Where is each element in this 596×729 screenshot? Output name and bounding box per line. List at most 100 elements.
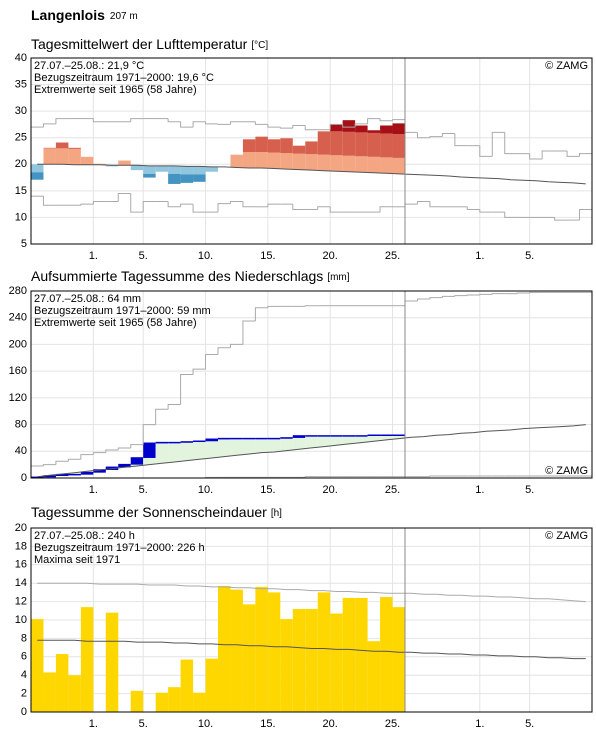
extreme-step [429,136,443,138]
unit: [mm] [327,272,349,283]
extreme-step [579,208,592,221]
annotation: Bezugszeitraum 1971–2000: 19,6 °C [34,72,214,84]
anomaly-bar [330,155,343,172]
x-tick-label: 5. [525,250,534,262]
title-text: Tagesmittelwert der Lufttemperatur [31,36,248,52]
extreme-step [479,209,493,213]
bar [168,687,181,712]
daily-increment [292,435,306,438]
y-tick-label: 5 [21,238,27,250]
daily-increment [118,464,131,468]
bar [292,608,306,712]
extreme-step [541,150,555,159]
anomaly-bar [31,172,44,180]
bar [230,589,243,712]
extreme-step [304,305,318,307]
bar [55,654,69,712]
anomaly-bar [280,138,293,154]
anomaly-bar [367,130,381,133]
anomaly-bar [267,152,281,169]
anomaly-bar [93,163,106,165]
y-tick-label: 280 [9,285,27,297]
annotation: Maxima seit 1971 [34,554,120,566]
extreme-step [80,454,94,460]
daily-increment [205,439,218,442]
extreme-step [404,203,418,207]
anomaly-bar [230,154,243,168]
y-tick-label: 14 [15,577,27,589]
unit: [h] [271,508,282,519]
extreme-step [504,212,518,218]
anomaly-bar [168,165,181,174]
plot-frame [30,290,593,479]
anomaly-bar [180,166,194,175]
extreme-step [379,206,393,213]
deviation-area [330,435,343,446]
y-tick-label: 120 [9,392,27,404]
anomaly-bar [43,148,56,165]
deviation-area [242,438,256,454]
normal-line [37,424,586,478]
bar [317,592,331,712]
extreme-step [329,123,343,130]
plot-frame [30,527,593,713]
anomaly-bar [180,174,194,183]
anomaly-bar [292,153,306,170]
x-tick-label: 5. [139,718,148,729]
bar [80,607,94,712]
annotation: 27.07.–25.08.: 240 h [34,530,135,542]
normal-line [37,163,586,185]
anomaly-bar [317,131,331,155]
y-tick-label: 8 [21,632,27,644]
deviation-area [342,435,356,444]
extreme-step [292,124,306,129]
x-tick-label: 25. [385,250,400,262]
title-text: Aufsummierte Tagessumme des Niederschlag… [31,268,323,284]
y-tick-label: 25 [15,132,27,144]
anomaly-bar [168,173,181,184]
anomaly-bar [280,153,293,170]
deviation-area [255,438,268,453]
x-tick-label: 1. [475,250,484,262]
normal-line [37,639,586,660]
annotation: 27.07.–25.08.: 21,9 °C [34,60,144,72]
bar [267,592,281,712]
anomaly-bar [155,165,169,172]
deviation-area [230,438,243,456]
chart-title: Tagesmittelwert der Lufttemperatur [°C] [31,36,268,52]
extreme-step [454,133,468,147]
bar [130,690,144,712]
extreme-step [267,305,281,308]
anomaly-bar [43,147,56,149]
extreme-step [217,347,231,355]
extreme-step [192,368,206,375]
bar [205,658,218,712]
y-tick-label: 2 [21,688,27,700]
bar [355,597,368,712]
y-tick-label: 18 [15,540,27,552]
anomaly-bar [355,132,368,157]
bar [155,692,169,712]
y-tick-label: 30 [15,105,27,117]
y-tick-label: 200 [9,338,27,350]
bar [280,619,293,712]
y-tick-label: 16 [15,559,27,571]
deviation-area [180,441,194,461]
extreme-step [130,193,144,213]
anomaly-bar [105,165,119,167]
extreme-step [42,123,56,128]
bar [255,586,268,712]
extreme-step [279,127,293,129]
extreme-step [392,119,405,121]
y-tick-label: 20 [15,522,27,534]
anomaly-bar [317,154,331,171]
anomaly-bar [305,141,318,155]
x-tick-label: 1. [89,484,98,496]
y-tick-label: 10 [15,211,27,223]
extreme-step [55,460,69,465]
x-tick-label: 20. [323,484,338,496]
deviation-area [317,435,331,447]
anomaly-bar [342,120,356,132]
credit: © ZAMG [545,530,588,542]
